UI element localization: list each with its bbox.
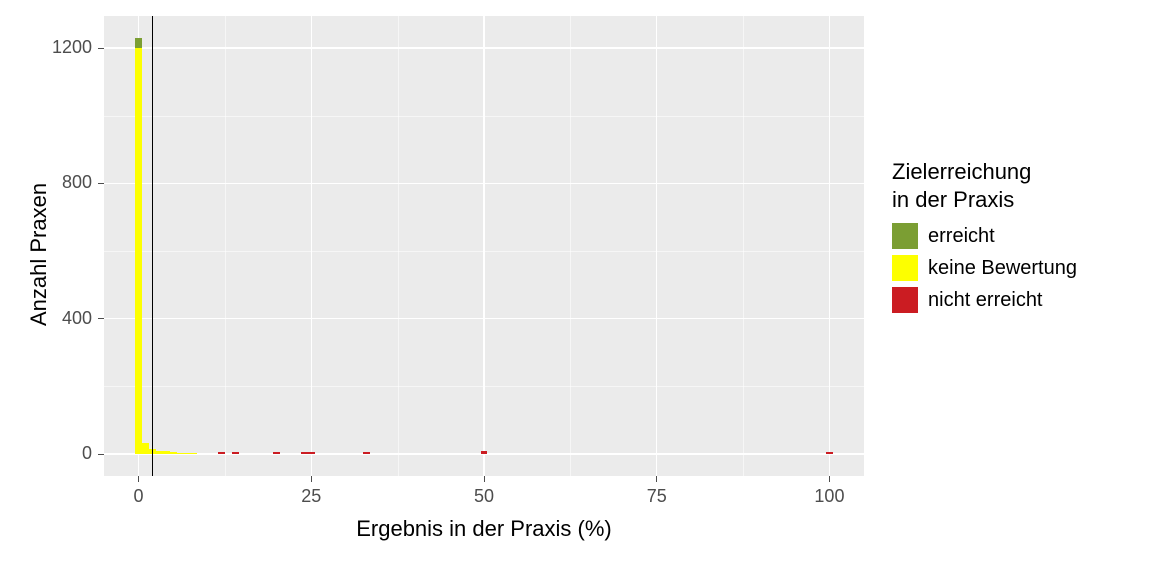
reference-vline [152,16,154,476]
bar-segment [135,48,142,454]
legend-swatch [892,287,918,313]
bar-segment [232,452,239,454]
bar-segment [142,443,149,454]
bar-segment [163,451,170,454]
bar-segment [826,452,833,454]
x-axis-title: Ergebnis in der Praxis (%) [104,516,864,542]
bar-segment [218,452,225,454]
plot-panel [104,16,864,476]
y-tick-label: 0 [26,443,92,464]
bar-segment [190,453,197,454]
legend-label: nicht erreicht [928,289,1043,312]
x-tick-label: 0 [109,486,169,507]
legend-swatch [892,223,918,249]
bar-segment [273,452,280,454]
bar-segment [183,453,190,454]
bar-segment [363,452,370,454]
x-tick-label: 100 [799,486,859,507]
legend-items: erreicht keine Bewertung nicht erreicht [892,223,1077,313]
y-tick-label: 400 [26,308,92,329]
legend-item: nicht erreicht [892,287,1077,313]
legend-label: keine Bewertung [928,257,1077,280]
bar-segment [481,451,488,454]
x-tick-label: 25 [281,486,341,507]
legend-swatch [892,255,918,281]
bar-segment [170,452,177,454]
bar-segment [301,452,308,454]
legend: Zielerreichungin der Praxis erreicht kein… [892,158,1077,319]
legend-title: Zielerreichungin der Praxis [892,158,1077,213]
bar-segment [177,453,184,454]
chart-figure: Anzahl Praxen Ergebnis in der Praxis (%)… [0,0,1152,576]
bar-segment [308,452,315,454]
y-tick-label: 800 [26,172,92,193]
bar-segment [156,451,163,454]
legend-label: erreicht [928,225,995,248]
y-tick-label: 1200 [26,37,92,58]
y-axis-title: Anzahl Praxen [26,183,52,326]
bar-segment [135,38,142,48]
legend-item: keine Bewertung [892,255,1077,281]
x-tick-label: 75 [627,486,687,507]
legend-item: erreicht [892,223,1077,249]
x-tick-label: 50 [454,486,514,507]
